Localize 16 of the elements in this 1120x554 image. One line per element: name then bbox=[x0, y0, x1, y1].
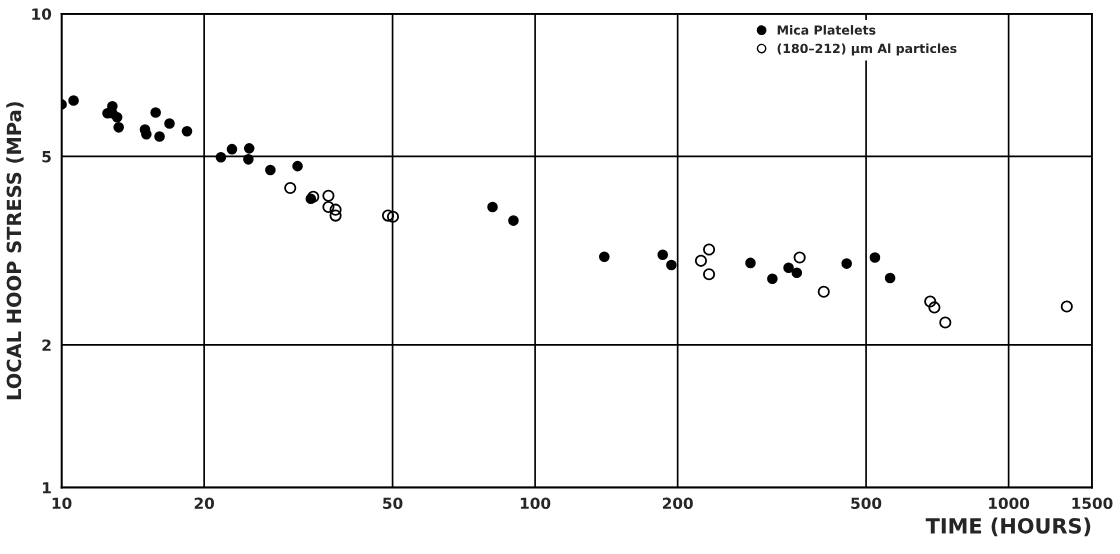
y-tick-label: 2 bbox=[42, 339, 51, 351]
x-tick-label: 50 bbox=[383, 497, 403, 510]
y-axis-title: LOCAL HOOP STRESS (MPa) bbox=[6, 102, 24, 400]
x-tick-label: 100 bbox=[520, 497, 551, 510]
legend-label: Mica Platelets bbox=[777, 25, 876, 35]
legend-label: (180–212) µm Al particles bbox=[777, 43, 957, 56]
y-tick-label: 5 bbox=[42, 151, 51, 163]
y-tick-label: 1 bbox=[42, 482, 51, 494]
x-tick-label: 1500 bbox=[1072, 497, 1113, 510]
x-tick-label: 500 bbox=[851, 497, 882, 510]
x-tick-label: 10 bbox=[52, 497, 72, 510]
x-axis-title: TIME (HOURS) bbox=[925, 517, 1091, 537]
x-tick-label: 1000 bbox=[989, 497, 1030, 510]
x-tick-label: 20 bbox=[194, 497, 215, 510]
x-tick-label: 200 bbox=[662, 497, 693, 510]
y-tick-label: 10 bbox=[32, 8, 52, 20]
